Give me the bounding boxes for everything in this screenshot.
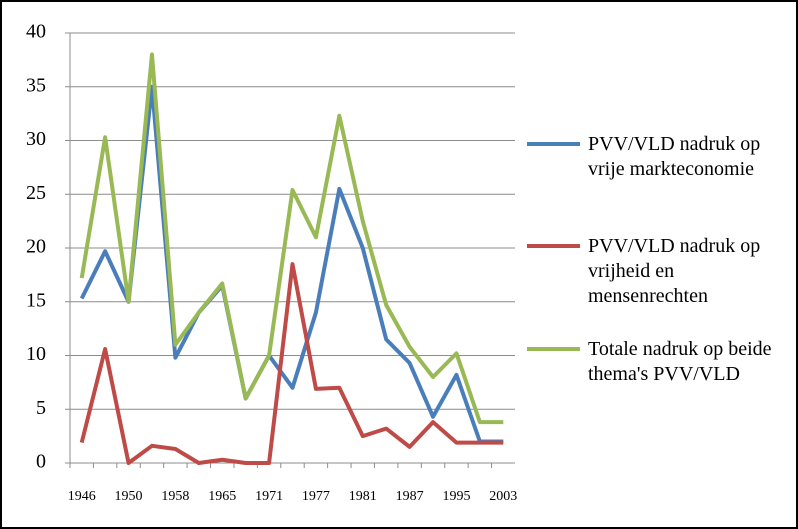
y-tick-label: 5 xyxy=(36,397,46,419)
y-tick-label: 30 xyxy=(26,128,46,150)
x-tick-label: 1995 xyxy=(442,489,470,504)
x-tick-label: 1977 xyxy=(302,489,330,504)
y-tick-label: 10 xyxy=(26,343,46,365)
legend-label: PVV/VLD nadruk op vrijheid en mensenrech… xyxy=(588,235,761,307)
x-tick-label: 1950 xyxy=(115,489,143,504)
y-tick-label: 25 xyxy=(26,182,46,204)
y-tick-label: 0 xyxy=(36,451,46,473)
x-tick-label: 1971 xyxy=(255,489,283,504)
x-tick-label: 1981 xyxy=(349,489,377,504)
series-line xyxy=(79,84,504,444)
x-tick-label: 1965 xyxy=(208,489,236,504)
y-tick-label: 35 xyxy=(26,74,46,96)
series-line xyxy=(79,52,504,425)
legend-label: PVV/VLD nadruk op vrije markteconomie xyxy=(588,133,761,180)
y-tick-label: 15 xyxy=(26,289,46,311)
series-line xyxy=(79,262,504,465)
x-tick-label: 1958 xyxy=(161,489,189,504)
x-tick-label: 2003 xyxy=(489,489,517,504)
y-tick-label: 40 xyxy=(26,21,46,43)
y-tick-label: 20 xyxy=(26,236,46,258)
x-tick-label: 1946 xyxy=(68,489,96,504)
x-tick-label: 1987 xyxy=(396,489,424,504)
legend-label: Totale nadruk op beide thema's PVV/VLD xyxy=(588,338,772,385)
